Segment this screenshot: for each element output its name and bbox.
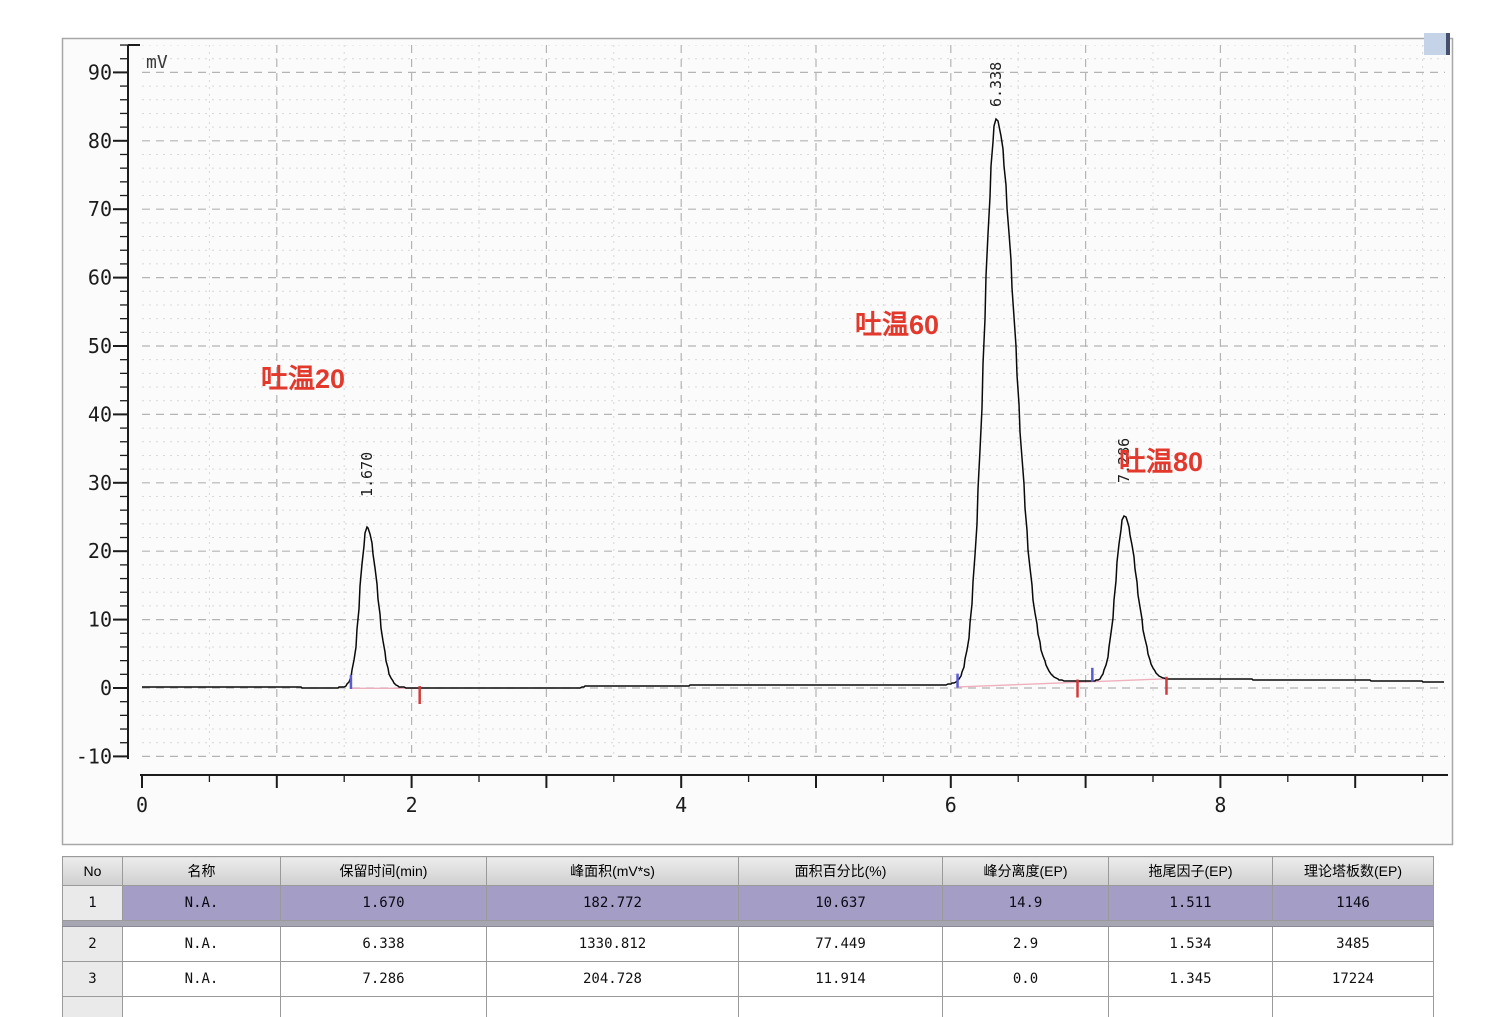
column-header-3: 峰面积(mV*s): [486, 856, 739, 886]
cell-r2c7: 3485: [1272, 926, 1434, 962]
y-tick-label: 80: [88, 129, 112, 153]
cell-r1c1: N.A.: [122, 885, 281, 921]
cell-partial-c4: [738, 996, 943, 1017]
cell-r2c3: 1330.812: [486, 926, 739, 962]
cell-r3c1: N.A.: [122, 961, 281, 997]
peak2-retention-time-label: 6.338: [987, 62, 1005, 107]
cell-r1c0: 1: [62, 885, 123, 921]
cell-r1c3: 182.772: [486, 885, 739, 921]
chromatogram-trace: [142, 117, 1444, 689]
y-tick-label: 30: [88, 471, 112, 495]
cell-r1c2: 1.670: [280, 885, 487, 921]
cell-partial-c3: [486, 996, 739, 1017]
annotation-tween80: 吐温80: [1119, 447, 1203, 477]
y-tick-label: 40: [88, 402, 112, 426]
axes: -10 0 10 20 30 40 50 60 70 80 90 0 2 4 6 8: [76, 44, 1448, 817]
cell-r3c2: 7.286: [280, 961, 487, 997]
cell-r3c7: 17224: [1272, 961, 1434, 997]
chromatogram-panel: -10 0 10 20 30 40 50 60 70 80 90 0 2 4 6 8 mV 1.670 6.3…: [61, 33, 1454, 846]
y-tick-label: 0: [100, 676, 112, 700]
y-tick-label: 70: [88, 197, 112, 221]
cell-partial-c2: [280, 996, 487, 1017]
table-row-2[interactable]: 2 N.A. 6.338 1330.812 77.449 2.9 1.534 3485: [62, 926, 1434, 962]
column-header-7: 理论塔板数(EP): [1272, 856, 1434, 886]
column-header-2: 保留时间(min): [280, 856, 487, 886]
cell-r2c5: 2.9: [942, 926, 1109, 962]
cell-partial-c1: [122, 996, 281, 1017]
cell-r3c5: 0.0: [942, 961, 1109, 997]
y-tick-label: 10: [88, 608, 112, 632]
y-tick-label: 20: [88, 539, 112, 563]
y-tick-label: 60: [88, 266, 112, 290]
cell-r2c0: 2: [62, 926, 123, 962]
table-row-partial[interactable]: [62, 996, 1434, 1017]
cell-r2c2: 6.338: [280, 926, 487, 962]
scroll-corner[interactable]: [1424, 33, 1450, 55]
column-header-5: 峰分离度(EP): [942, 856, 1109, 886]
cell-r3c6: 1.345: [1108, 961, 1273, 997]
cell-partial-c5: [942, 996, 1109, 1017]
y-tick-label: 90: [88, 60, 112, 84]
x-tick-label: 8: [1214, 793, 1226, 817]
chart-graphics: -10 0 10 20 30 40 50 60 70 80 90 0 2 4 6 8: [61, 37, 1454, 846]
cell-r2c6: 1.534: [1108, 926, 1273, 962]
cell-partial-c7: [1272, 996, 1434, 1017]
grid: [142, 45, 1445, 757]
panel-frame: [61, 37, 1454, 846]
x-tick-label: 2: [406, 793, 418, 817]
y-axis-unit-label: mV: [146, 52, 168, 73]
cell-partial-c0: [62, 996, 123, 1017]
annotation-tween20: 吐温20: [261, 364, 345, 394]
peak1-retention-time-label: 1.670: [358, 452, 376, 497]
table-header-row: No 名称 保留时间(min) 峰面积(mV*s) 面积百分比(%) 峰分离度(EP) 拖尾…: [62, 856, 1434, 886]
cell-r1c6: 1.511: [1108, 885, 1273, 921]
cell-r3c0: 3: [62, 961, 123, 997]
cell-r2c4: 77.449: [738, 926, 943, 962]
y-tick-label: -10: [76, 744, 112, 768]
table-row-1[interactable]: 1 N.A. 1.670 182.772 10.637 14.9 1.511 1146: [62, 885, 1434, 921]
x-tick-label: 0: [136, 793, 148, 817]
x-tick-label: 6: [945, 793, 957, 817]
cell-r3c4: 11.914: [738, 961, 943, 997]
column-header-6: 拖尾因子(EP): [1108, 856, 1273, 886]
x-tick-label: 4: [675, 793, 687, 817]
cell-r1c4: 10.637: [738, 885, 943, 921]
chromatogram-chart: -10 0 10 20 30 40 50 60 70 80 90 0 2 4 6 8 mV 1.670 6.3…: [61, 33, 1454, 846]
y-tick-label: 50: [88, 334, 112, 358]
cell-partial-c6: [1108, 996, 1273, 1017]
integration-markers: [349, 667, 1168, 704]
column-header-0: No: [62, 856, 123, 886]
cell-r1c5: 14.9: [942, 885, 1109, 921]
cell-r3c3: 204.728: [486, 961, 739, 997]
column-header-1: 名称: [122, 856, 281, 886]
annotation-tween60: 吐温60: [855, 310, 939, 340]
table-row-3[interactable]: 3 N.A. 7.286 204.728 11.914 0.0 1.345 17224: [62, 961, 1434, 997]
peak3-retention-time-label: 7.286: [1115, 438, 1133, 483]
column-header-4: 面积百分比(%): [738, 856, 943, 886]
cell-r2c1: N.A.: [122, 926, 281, 962]
peak-results-table: No 名称 保留时间(min) 峰面积(mV*s) 面积百分比(%) 峰分离度(EP) 拖尾…: [62, 856, 1435, 1017]
cell-r1c7: 1146: [1272, 885, 1434, 921]
